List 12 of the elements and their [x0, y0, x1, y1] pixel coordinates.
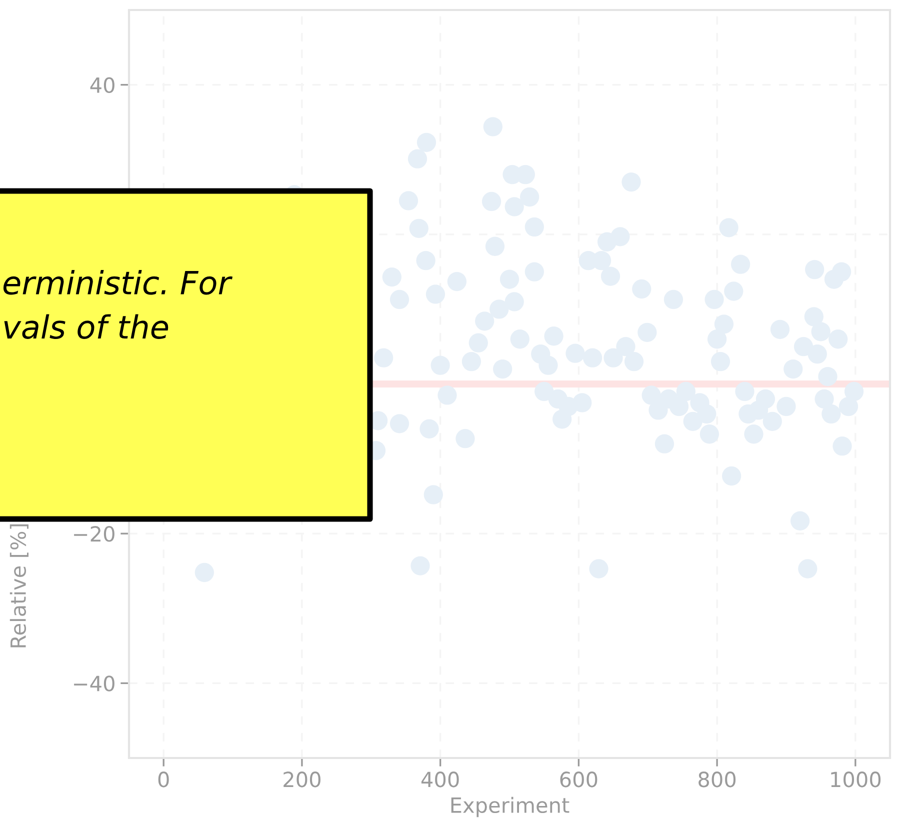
x-tick-label: 1000: [831, 772, 881, 788]
x-tick-label: 0: [158, 772, 169, 788]
x-tick-label: 600: [560, 772, 598, 788]
y-axis-title: Relative [%]: [10, 524, 28, 648]
y-tick-label: −20: [74, 526, 114, 542]
y-tick-label: 40: [90, 77, 114, 94]
x-axis-title: Experiment: [451, 796, 570, 818]
annotation: erministic. For vals of the: [3, 270, 233, 339]
x-tick-label: 200: [284, 772, 320, 788]
x-tick-label: 400: [421, 772, 459, 788]
x-tick-label: 800: [698, 772, 736, 788]
y-tick-label: −40: [74, 676, 114, 692]
